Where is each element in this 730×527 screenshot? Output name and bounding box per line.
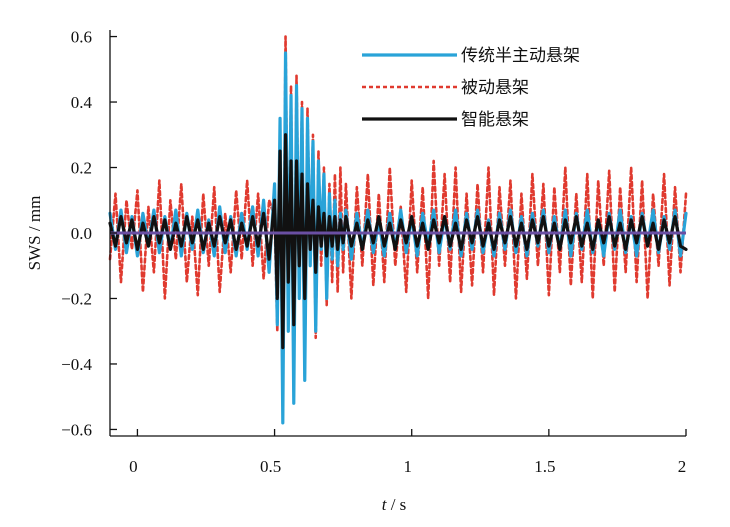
x-ticks: 0 0.5 1 1.5 2 — [129, 429, 687, 476]
legend-label: 传统半主动悬架 — [461, 46, 580, 66]
legend-label: 被动悬架 — [461, 78, 529, 98]
y-tick-label: 0.0 — [71, 224, 92, 243]
x-axis-title: t / s — [382, 495, 407, 514]
y-tick-label: −0.4 — [61, 355, 92, 374]
x-tick-label: 1.5 — [534, 457, 555, 476]
x-tick-label: 2 — [678, 457, 687, 476]
x-tick-label: 0 — [129, 457, 138, 476]
series-layer — [108, 35, 688, 425]
y-tick-label: 0.6 — [71, 28, 92, 47]
y-tick-label: −0.2 — [61, 289, 92, 308]
y-tick-label: −0.6 — [61, 420, 92, 439]
legend-label: 智能悬架 — [461, 110, 529, 130]
series-line — [108, 133, 688, 350]
x-axis-title-unit: / s — [386, 495, 406, 514]
y-axis-title: SWS / mm — [25, 196, 44, 271]
x-tick-label: 0.5 — [260, 457, 281, 476]
y-ticks: 0.6 0.4 0.2 0.0 −0.2 −0.4 −0.6 — [61, 28, 117, 439]
x-axis-title-var: t — [382, 495, 388, 514]
x-tick-label: 1 — [403, 457, 412, 476]
y-tick-label: 0.2 — [71, 159, 92, 178]
y-tick-label: 0.4 — [71, 93, 93, 112]
